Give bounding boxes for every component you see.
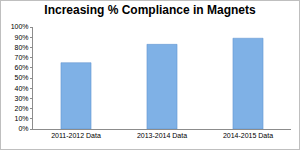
svg-text:70%: 70%	[15, 54, 29, 61]
svg-text:90%: 90%	[15, 34, 29, 41]
svg-text:60%: 60%	[15, 64, 29, 71]
svg-text:2014-2015 Data: 2014-2015 Data	[223, 132, 273, 139]
svg-text:0%: 0%	[18, 125, 28, 132]
svg-text:30%: 30%	[15, 95, 29, 102]
svg-text:100%: 100%	[11, 23, 29, 30]
svg-text:Increasing % Compliance in Mag: Increasing % Compliance in Magnets	[44, 3, 256, 17]
svg-text:10%: 10%	[15, 115, 29, 122]
svg-text:2011-2012 Data: 2011-2012 Data	[51, 132, 101, 139]
svg-text:20%: 20%	[15, 105, 29, 112]
svg-text:50%: 50%	[15, 74, 29, 81]
svg-text:40%: 40%	[15, 85, 29, 92]
svg-text:2013-2014 Data: 2013-2014 Data	[137, 132, 187, 139]
svg-text:80%: 80%	[15, 44, 29, 51]
